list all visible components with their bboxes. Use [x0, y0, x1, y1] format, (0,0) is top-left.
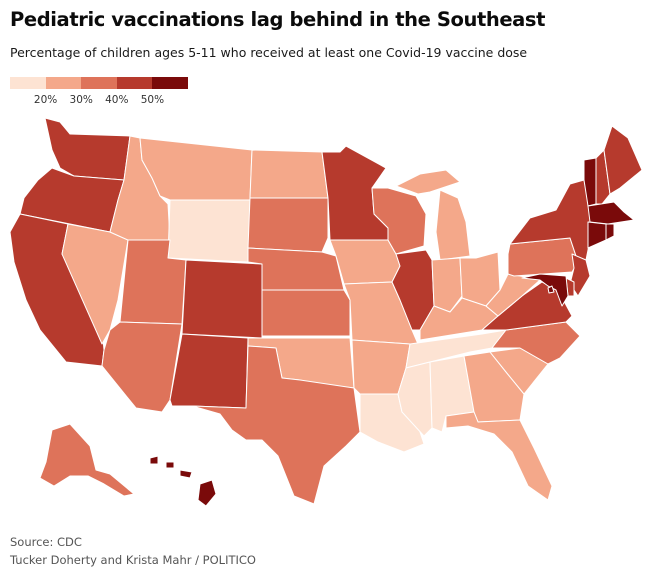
- state-IL: [391, 249, 435, 331]
- state-DC: [547, 285, 555, 294]
- state-KS: [261, 289, 351, 337]
- legend-swatch-3: [81, 77, 117, 89]
- legend-swatches: [10, 77, 188, 89]
- legend-label-30: 30%: [69, 94, 93, 106]
- chart-title: Pediatric vaccinations lag behind in the…: [10, 8, 546, 31]
- state-WY: [167, 199, 251, 263]
- state-MA: [587, 201, 635, 225]
- state-FL: [445, 411, 553, 501]
- state-HI: [197, 479, 217, 507]
- state-NM: [169, 333, 249, 409]
- legend-label-40: 40%: [105, 94, 129, 106]
- state-PA: [507, 237, 579, 277]
- state-HI-kauai: [149, 455, 159, 465]
- state-IN: [431, 257, 463, 313]
- state-NJ: [569, 253, 591, 297]
- state-MI-upper: [395, 169, 461, 195]
- state-MI: [435, 189, 471, 261]
- state-SD: [247, 197, 329, 253]
- legend-swatch-2: [45, 77, 82, 89]
- chart-subtitle: Percentage of children ages 5-11 who rec…: [10, 45, 528, 60]
- us-choropleth-map: [9, 117, 643, 507]
- state-CO: [181, 259, 263, 339]
- state-ME: [603, 125, 643, 195]
- legend-swatch-1: [10, 77, 46, 89]
- source-note: Source: CDC: [10, 535, 82, 549]
- color-legend: 20% 30% 40% 50%: [10, 77, 190, 109]
- state-RI: [605, 223, 615, 241]
- legend-label-20: 20%: [33, 94, 58, 106]
- state-TX: [191, 345, 361, 505]
- state-HI-maui: [179, 469, 193, 479]
- legend-swatch-5: [152, 77, 188, 89]
- state-MD: [521, 273, 569, 307]
- state-HI-oahu: [165, 461, 175, 469]
- legend-swatch-4: [116, 77, 153, 89]
- state-WI: [371, 187, 427, 255]
- state-CT: [587, 221, 607, 249]
- state-ND: [249, 149, 329, 199]
- byline: Tucker Doherty and Krista Mahr / POLITIC…: [10, 553, 256, 567]
- state-AK: [39, 423, 135, 497]
- state-NH: [595, 149, 611, 205]
- legend-label-50: 50%: [140, 94, 165, 106]
- state-NE: [247, 247, 345, 291]
- state-AZ: [101, 321, 183, 413]
